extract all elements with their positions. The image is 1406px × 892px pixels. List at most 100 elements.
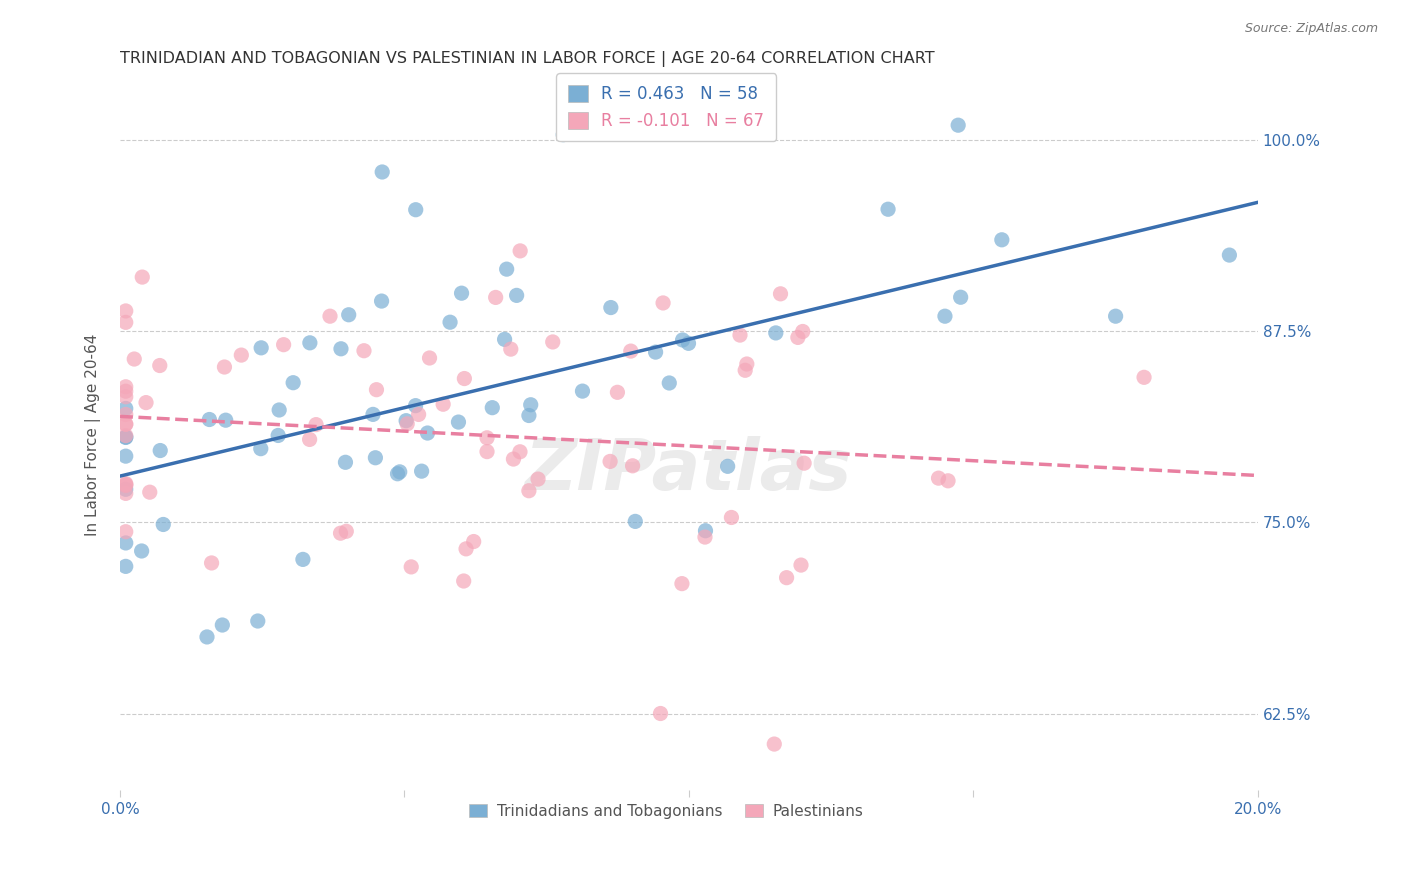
Point [337,308,360,322]
Point [371,165,394,179]
Point [353,343,375,358]
Y-axis label: In Labor Force | Age 20-64: In Labor Force | Age 20-64 [86,334,101,536]
Point [114,304,136,318]
Point [395,414,418,428]
Point [114,430,136,444]
Point [269,403,291,417]
Point [928,471,950,485]
Point [214,359,236,374]
Point [114,483,136,497]
Point [114,408,136,422]
Point [453,574,475,588]
Point [114,390,136,404]
Point [475,444,498,458]
Point [599,301,621,315]
Point [671,576,693,591]
Point [335,524,357,539]
Point [678,336,700,351]
Point [114,486,136,500]
Point [114,477,136,491]
Point [658,376,681,390]
Point [695,524,717,538]
Point [291,552,314,566]
Point [494,332,516,346]
Point [553,128,575,142]
Point [330,342,353,356]
Text: Source: ZipAtlas.com: Source: ZipAtlas.com [1244,22,1378,36]
Point [298,433,321,447]
Point [139,485,162,500]
Point [505,288,527,302]
Point [502,452,524,467]
Point [200,556,222,570]
Point [114,449,136,463]
Point [388,465,411,479]
Point [152,517,174,532]
Point [364,450,387,465]
Point [517,483,540,498]
Point [211,618,233,632]
Point [991,233,1014,247]
Point [454,541,477,556]
Point [361,408,384,422]
Point [419,351,441,365]
Point [305,417,328,432]
Point [793,456,815,470]
Point [246,614,269,628]
Point [475,431,498,445]
Point [786,330,808,344]
Point [298,335,321,350]
Point [481,401,503,415]
Point [114,417,136,432]
Point [114,380,136,394]
Point [273,337,295,351]
Point [396,417,419,431]
Point [135,395,157,409]
Point [215,413,238,427]
Point [720,510,742,524]
Point [509,244,531,258]
Point [387,467,409,481]
Point [131,270,153,285]
Point [650,706,672,721]
Point [250,341,273,355]
Point [735,357,758,371]
Point [114,476,136,491]
Point [775,571,797,585]
Point [946,118,969,132]
Point [405,202,427,217]
Point [416,425,439,440]
Point [114,536,136,550]
Point [283,376,305,390]
Point [1133,370,1156,384]
Text: ZIPatlas: ZIPatlas [526,435,852,505]
Point [439,315,461,329]
Point [877,202,900,217]
Point [765,326,787,340]
Point [621,458,644,473]
Point [693,530,716,544]
Point [114,524,136,539]
Point [485,290,508,304]
Point [728,328,751,343]
Point [122,352,145,367]
Legend: Trinidadians and Tobagonians, Palestinians: Trinidadians and Tobagonians, Palestinia… [463,797,869,825]
Point [195,630,218,644]
Point [329,526,352,541]
Point [671,333,693,347]
Point [114,384,136,399]
Point [734,363,756,377]
Point [450,286,472,301]
Point [571,384,593,398]
Point [1104,309,1126,323]
Point [790,558,813,572]
Point [949,290,972,304]
Point [769,286,792,301]
Point [934,309,956,323]
Point [267,428,290,442]
Point [606,385,628,400]
Point [114,478,136,492]
Point [624,515,647,529]
Point [1218,248,1240,262]
Point [249,442,271,456]
